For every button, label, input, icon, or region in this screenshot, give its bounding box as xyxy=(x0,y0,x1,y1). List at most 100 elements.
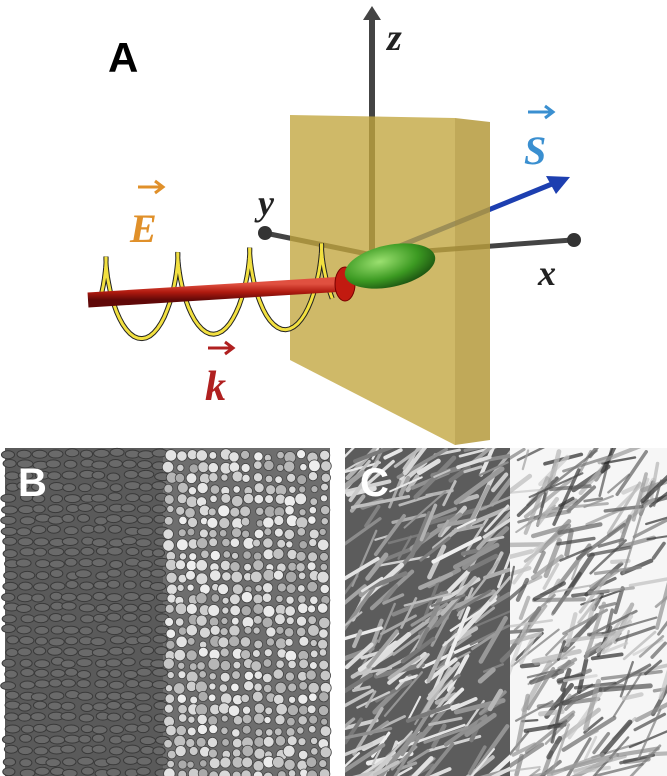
particle xyxy=(175,603,187,615)
grain xyxy=(5,701,20,709)
particle xyxy=(208,463,218,473)
grain xyxy=(35,669,49,677)
grain xyxy=(4,745,17,753)
particle xyxy=(266,627,276,637)
particle xyxy=(273,694,283,704)
grain xyxy=(153,668,168,676)
particle xyxy=(229,636,240,647)
particle xyxy=(189,553,197,561)
particle xyxy=(283,745,295,757)
particle xyxy=(220,757,231,768)
vector-label: E xyxy=(129,206,157,251)
particle xyxy=(311,748,318,755)
grain xyxy=(156,757,168,765)
particle xyxy=(164,768,175,776)
grain xyxy=(110,725,124,733)
particle xyxy=(208,749,217,758)
grain xyxy=(3,459,16,467)
particle xyxy=(163,540,175,552)
particle xyxy=(310,650,318,658)
particle xyxy=(188,768,199,776)
grain xyxy=(95,680,108,688)
grain xyxy=(110,448,124,456)
grain xyxy=(121,515,137,523)
particle xyxy=(218,703,229,714)
grain xyxy=(31,693,47,701)
grain xyxy=(123,712,136,720)
grain xyxy=(77,659,92,667)
particle xyxy=(254,452,263,461)
grain xyxy=(46,460,60,468)
particle xyxy=(250,571,262,583)
particle xyxy=(198,691,208,701)
particle xyxy=(285,672,294,681)
particle xyxy=(178,482,189,493)
grain xyxy=(21,615,34,623)
grain xyxy=(109,647,124,655)
grain xyxy=(78,692,93,700)
grain xyxy=(7,636,19,644)
grain xyxy=(48,548,64,556)
particle xyxy=(186,473,197,484)
particle xyxy=(285,506,294,515)
grain xyxy=(92,539,107,547)
particle xyxy=(167,584,178,595)
particle xyxy=(198,647,208,657)
particle xyxy=(286,596,294,604)
particle xyxy=(319,660,329,670)
particle xyxy=(220,660,230,670)
z-arrowhead xyxy=(363,6,381,20)
particle xyxy=(163,658,174,669)
grain xyxy=(95,517,108,525)
grain xyxy=(18,538,33,546)
grain xyxy=(33,647,45,655)
particle xyxy=(220,648,229,657)
particle xyxy=(289,486,296,493)
grain xyxy=(123,613,138,621)
grain xyxy=(47,525,60,533)
particle xyxy=(298,694,308,704)
grain xyxy=(137,725,149,733)
grain xyxy=(36,560,50,568)
vector-arrow xyxy=(138,181,163,193)
particle xyxy=(309,460,321,472)
grain xyxy=(64,495,80,503)
grain xyxy=(107,769,121,776)
panel-b: B xyxy=(1,448,332,776)
grain xyxy=(137,668,152,676)
grain xyxy=(48,702,62,710)
grain xyxy=(48,472,61,480)
particle xyxy=(317,571,329,583)
grain xyxy=(110,560,123,568)
particle xyxy=(166,725,177,736)
particle xyxy=(223,551,230,558)
grain xyxy=(125,482,141,490)
particle xyxy=(288,770,295,776)
grain xyxy=(139,570,151,578)
particle xyxy=(273,669,283,679)
grain xyxy=(124,569,137,577)
particle xyxy=(189,747,198,756)
particle xyxy=(177,451,187,461)
grain xyxy=(49,638,64,646)
particle xyxy=(164,484,173,493)
grain xyxy=(66,504,79,512)
particle xyxy=(254,713,265,724)
grain xyxy=(141,646,154,654)
particle xyxy=(166,640,175,649)
particle xyxy=(196,573,208,585)
particle xyxy=(318,603,328,613)
grain xyxy=(32,450,47,458)
grain xyxy=(78,649,94,657)
particle xyxy=(275,614,286,625)
grain xyxy=(137,767,151,775)
particle xyxy=(263,583,273,593)
grain xyxy=(46,759,60,767)
particle xyxy=(222,597,229,604)
grain xyxy=(138,560,153,568)
grain xyxy=(65,637,78,645)
grain xyxy=(138,451,154,459)
particle xyxy=(308,472,317,481)
grain xyxy=(95,692,107,700)
particle xyxy=(197,538,208,549)
